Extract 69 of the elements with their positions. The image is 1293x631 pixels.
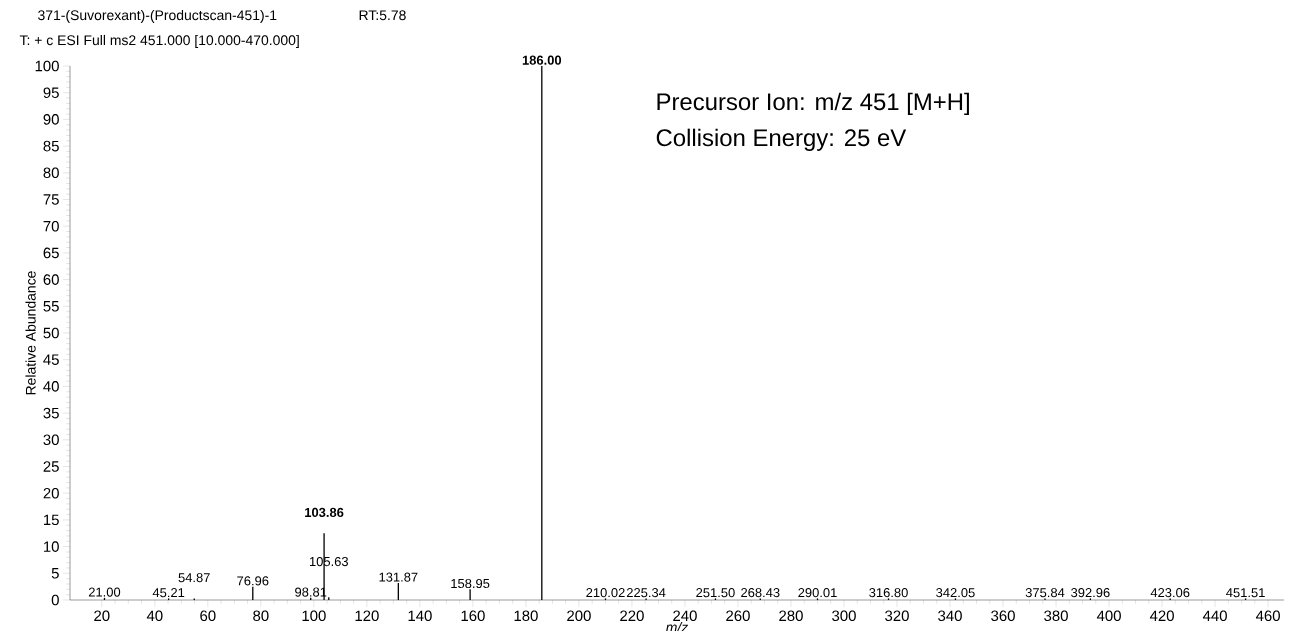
- y-tick-label: 0: [51, 594, 59, 606]
- x-tick-label: 220: [620, 610, 644, 622]
- annotation: 131.87: [379, 572, 418, 582]
- x-tick-label: 340: [938, 610, 962, 622]
- annotation: 21.00: [88, 587, 121, 597]
- x-tick-label: 460: [1255, 610, 1280, 622]
- y-tick-label: 35: [43, 407, 59, 419]
- y-tick-label: 30: [43, 434, 59, 446]
- annotation: 210.02: [586, 588, 625, 598]
- y-tick-label: 90: [43, 114, 59, 125]
- x-tick-label: 240: [673, 610, 697, 622]
- annotation: 45.21: [152, 588, 185, 598]
- annotation: 290.01: [798, 588, 837, 598]
- x-tick-label: 400: [1096, 610, 1121, 622]
- annotation: 251.50: [696, 588, 735, 598]
- y-tick-label: 95: [43, 87, 59, 98]
- y-tick-label: 5: [51, 568, 59, 579]
- annotation: 423.06: [1150, 588, 1190, 598]
- x-tick-label: 40: [146, 610, 163, 622]
- x-tick-label: 160: [461, 610, 485, 622]
- annotation: 268.43: [741, 588, 780, 598]
- y-tick-label: 85: [43, 140, 59, 152]
- y-tick-label: 80: [43, 167, 59, 179]
- annotation: 392.96: [1071, 588, 1110, 598]
- y-tick-label: 100: [35, 60, 59, 72]
- chart-subtitle: T: + c ESI Full ms2 451.000 [10.000-470.000]: [19, 34, 299, 48]
- y-tick-label: 65: [43, 247, 59, 259]
- annotation: 316.80: [869, 588, 908, 598]
- text: RT:5.78: [359, 10, 406, 21]
- y-tick-label: 10: [44, 541, 59, 552]
- x-tick-label: 440: [1202, 610, 1227, 622]
- y-tick-label: 50: [43, 327, 59, 339]
- annotation: 158.95: [451, 578, 490, 589]
- y-tick-label: 15: [44, 514, 59, 526]
- annotation: 375.84: [1025, 588, 1065, 598]
- annotation: 342.05: [936, 588, 975, 598]
- x-tick-label: 140: [408, 610, 432, 622]
- x-tick-label: 360: [991, 610, 1015, 622]
- x-tick-label: 120: [355, 610, 379, 622]
- y-tick-label: 75: [43, 194, 59, 205]
- x-tick-label: 320: [885, 610, 909, 622]
- annotation: 451.51: [1226, 588, 1265, 598]
- annotation: 103.86: [305, 507, 344, 518]
- x-tick-label: 60: [200, 610, 216, 622]
- annotation: 186.00: [522, 55, 562, 65]
- x-tick-label: 20: [94, 610, 110, 622]
- x-tick-label: 80: [253, 610, 269, 622]
- x-tick-label: 280: [779, 610, 803, 622]
- y-tick-label: 70: [43, 220, 59, 232]
- x-tick-label: 300: [832, 610, 856, 622]
- x-tick-label: 380: [1044, 610, 1068, 622]
- y-tick-label: 55: [43, 301, 59, 312]
- x-tick-label: 100: [302, 610, 326, 622]
- annotation: 225.34: [626, 588, 666, 598]
- chart-title: 371-(Suvorexant)-(Productscan-451)-1: [38, 9, 277, 23]
- annotation: Precursor Ion: m/z 451 [M+H]: [657, 92, 969, 115]
- x-tick-label: 420: [1149, 610, 1174, 622]
- annotation: 54.87: [178, 573, 210, 583]
- annotation: Collision Energy: 25 eV: [656, 128, 907, 151]
- annotation: 76.96: [237, 576, 269, 586]
- x-tick-label: 180: [514, 610, 538, 622]
- y-tick-label: 20: [43, 487, 59, 499]
- x-tick-label: 260: [726, 610, 750, 622]
- y-axis-title: Relative Abundance: [25, 271, 36, 395]
- y-tick-label: 45: [43, 354, 59, 365]
- y-tick-label: 60: [43, 274, 59, 285]
- x-tick-label: 200: [567, 610, 591, 622]
- y-tick-label: 25: [43, 461, 59, 472]
- y-tick-label: 40: [43, 381, 59, 392]
